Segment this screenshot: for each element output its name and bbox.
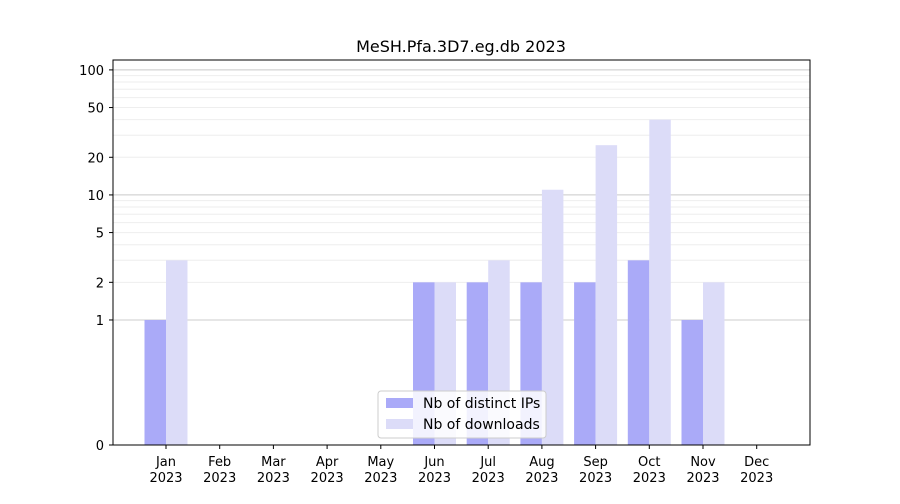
bar-downloads xyxy=(541,189,564,445)
x-tick-label-month: Oct xyxy=(638,455,660,470)
y-tick-label: 0 xyxy=(96,439,104,454)
y-tick-label: 1 xyxy=(96,314,104,329)
y-axis: 0 1 2 5 10 20 50 100 xyxy=(79,64,113,454)
x-tick-label-month: Nov xyxy=(690,455,716,470)
legend-swatch-distinct-ips xyxy=(386,398,413,408)
y-tick-label: 100 xyxy=(79,64,104,79)
x-tick-label-month: Jan xyxy=(155,455,176,470)
legend-label-downloads: Nb of downloads xyxy=(423,417,540,433)
x-tick-label-year: 2023 xyxy=(203,471,236,486)
y-tick-label: 2 xyxy=(96,276,104,291)
x-tick-label-year: 2023 xyxy=(311,471,344,486)
chart-legend: Nb of distinct IPs Nb of downloads xyxy=(377,390,547,439)
legend-label-distinct-ips: Nb of distinct IPs xyxy=(423,396,540,412)
bar-distinct-ips xyxy=(681,319,703,445)
x-tick-label-year: 2023 xyxy=(149,471,182,486)
bar-distinct-ips xyxy=(627,260,650,445)
x-tick-label-year: 2023 xyxy=(472,471,505,486)
legend-box xyxy=(377,390,547,439)
x-tick-label-month: Sep xyxy=(583,455,608,470)
plot-area-frame xyxy=(112,59,811,446)
bar-downloads xyxy=(703,282,725,445)
x-tick-label-year: 2023 xyxy=(686,471,719,486)
bar-downloads xyxy=(595,145,618,445)
x-tick-label-month: Apr xyxy=(316,455,339,470)
bar-distinct-ips xyxy=(144,319,166,445)
x-tick-label-month: Mar xyxy=(261,455,286,470)
x-tick-label-year: 2023 xyxy=(633,471,666,486)
bar-series-group xyxy=(144,119,725,445)
bar-distinct-ips xyxy=(574,282,596,445)
x-tick-label-year: 2023 xyxy=(257,471,290,486)
y-tick-label: 20 xyxy=(87,151,104,166)
y-tick-label: 5 xyxy=(96,227,104,242)
x-tick-label-year: 2023 xyxy=(579,471,612,486)
x-tick-label-month: Feb xyxy=(208,455,231,470)
x-tick-label-year: 2023 xyxy=(525,471,558,486)
x-tick-label-month: Dec xyxy=(744,455,769,470)
y-tick-label: 10 xyxy=(87,189,104,204)
legend-swatch-downloads xyxy=(386,419,413,429)
x-tick-label-month: Aug xyxy=(529,455,554,470)
x-tick-label-month: Jun xyxy=(423,455,444,470)
x-axis: Jan2023Feb2023Mar2023Apr2023May2023Jun20… xyxy=(149,445,773,486)
chart-title: MeSH.Pfa.3D7.eg.db 2023 xyxy=(356,37,566,56)
x-tick-label-year: 2023 xyxy=(740,471,773,486)
bar-downloads xyxy=(166,260,188,445)
bar-downloads xyxy=(649,119,671,445)
x-tick-label-month: Jul xyxy=(479,455,496,470)
x-tick-label-year: 2023 xyxy=(364,471,397,486)
x-tick-label-year: 2023 xyxy=(418,471,451,486)
x-tick-label-month: May xyxy=(367,455,394,470)
y-tick-label: 50 xyxy=(87,102,104,117)
